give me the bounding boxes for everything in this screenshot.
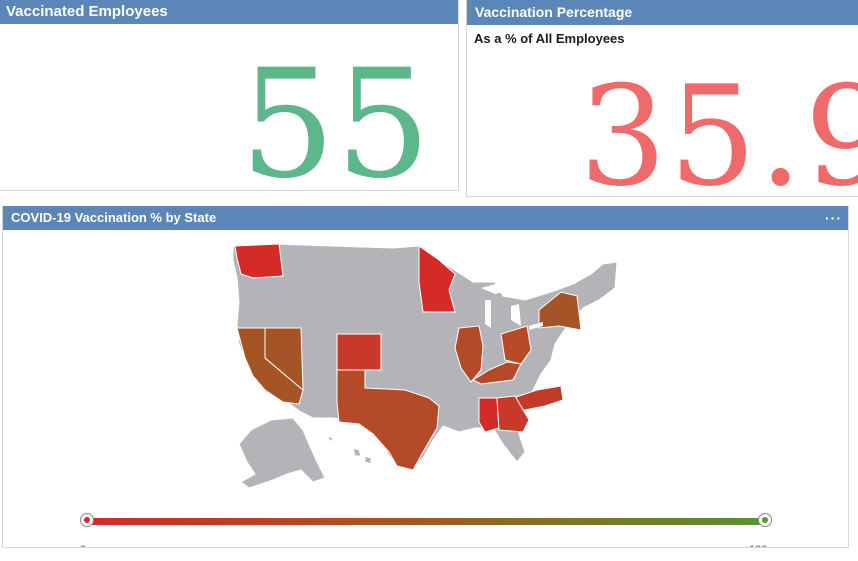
state-tx[interactable] [336,369,440,471]
lake-huron [511,304,521,326]
color-scale-bar [87,518,769,525]
alaska-shape [238,417,326,489]
state-ky[interactable] [471,361,522,385]
state-nv[interactable] [264,327,304,392]
lake-erie [529,322,543,330]
us-map-svg [232,243,618,489]
states-base [232,243,618,489]
state-ny[interactable] [538,291,582,331]
states-colored [234,243,582,471]
state-al[interactable] [478,397,500,433]
hawaii-shape [325,435,372,465]
state-oh[interactable] [500,325,532,365]
panel-subtitle: As a % of All Employees [474,31,625,46]
scale-max-handle[interactable] [758,513,772,527]
lake-superior [481,282,513,294]
vaccination-percentage-value: 35.9 [579,56,858,197]
scale-min-label: 0 [80,544,86,547]
vaccinated-employees-panel: Vaccinated Employees 55 [0,0,459,191]
great-lakes [481,282,543,330]
max-dot-icon [762,517,768,523]
state-wa[interactable] [234,243,284,279]
vaccination-percentage-panel: Vaccination Percentage As a % of All Emp… [466,0,858,197]
scale-max-label: 100 [749,544,767,547]
vaccination-map-panel: COVID-19 Vaccination % by State ··· [2,206,849,548]
state-ga[interactable] [496,395,530,433]
ellipsis-icon[interactable]: ··· [825,210,842,226]
vaccinated-count-value: 55 [240,38,431,191]
lake-michigan [485,300,491,328]
state-co[interactable] [336,333,382,371]
state-il[interactable] [454,325,484,383]
panel-title: Vaccination Percentage [467,0,858,25]
map-panel-title: COVID-19 Vaccination % by State [11,210,217,225]
panel-title: COVID-19 Vaccination % by State ··· [3,206,848,230]
min-dot-icon [84,517,90,523]
panel-title: Vaccinated Employees [0,0,458,24]
state-mn[interactable] [418,245,456,313]
us-state-map: 0 100 [3,230,848,547]
scale-min-handle[interactable] [80,513,94,527]
